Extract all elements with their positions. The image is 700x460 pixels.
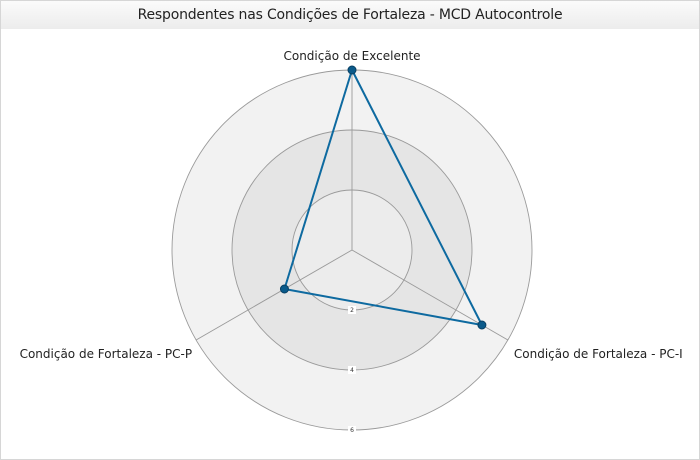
tick-label-bg bbox=[348, 426, 356, 434]
tick-label: 6 bbox=[350, 427, 354, 434]
data-point-1 bbox=[477, 320, 487, 330]
title-bar: Respondentes nas Condições de Fortaleza … bbox=[1, 1, 699, 29]
data-point-0 bbox=[347, 65, 357, 75]
axis-label-2: Condição de Fortaleza - PC-P bbox=[20, 347, 193, 361]
axis-label-1: Condição de Fortaleza - PC-I bbox=[514, 347, 683, 361]
chart-title: Respondentes nas Condições de Fortaleza … bbox=[137, 7, 563, 23]
data-point-2 bbox=[279, 284, 289, 294]
tick-label: 4 bbox=[350, 367, 354, 374]
radial-ticks: 2 4 6 bbox=[348, 306, 356, 434]
tick-label-bg bbox=[348, 366, 356, 374]
axis-label-0: Condição de Excelente bbox=[283, 49, 420, 63]
axis-labels: Condição de Excelente Condição de Fortale… bbox=[20, 49, 683, 361]
radar-spoke-2 bbox=[195, 249, 353, 341]
series-line-0 bbox=[283, 69, 483, 326]
tick-label: 2 bbox=[350, 307, 354, 314]
series-layer bbox=[279, 65, 487, 330]
tick-label-bg bbox=[348, 306, 356, 314]
